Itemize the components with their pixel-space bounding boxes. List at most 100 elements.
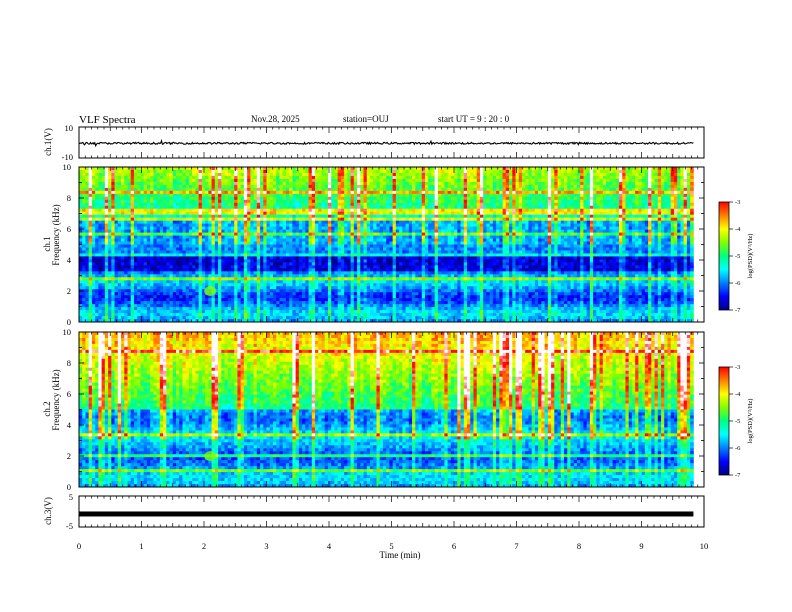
spectrogram-cell: [311, 181, 316, 186]
spectrogram-cell: [337, 289, 342, 293]
spectrogram-cell: [295, 229, 300, 233]
spectrogram-cell: [260, 214, 264, 219]
spectrogram-cell: [208, 178, 212, 183]
spectrogram-cell: [285, 214, 290, 219]
spectrogram-cell: [137, 271, 141, 275]
spectrogram-cell: [289, 226, 293, 230]
spectrogram-cell: [153, 238, 157, 242]
spectrogram-cell: [156, 223, 161, 228]
spectrogram-cell: [253, 175, 258, 180]
spectrogram-cell: [273, 307, 277, 311]
spectrogram-cell: [140, 265, 145, 269]
spectrogram-cell: [321, 319, 326, 323]
spectrogram-cell: [340, 247, 345, 251]
spectrogram-cell: [318, 268, 322, 272]
spectrogram-cell: [260, 265, 264, 269]
spectrogram-cell: [140, 181, 145, 186]
spectrogram-cell: [237, 223, 242, 228]
spectrogram-cell: [363, 286, 368, 290]
spectrogram-cell: [101, 235, 106, 239]
spectrogram-cell: [182, 202, 187, 207]
spectrogram-cell: [159, 256, 164, 260]
spectrogram-cell: [292, 310, 297, 314]
spectrogram-cell: [91, 262, 96, 266]
spectrogram-cell: [95, 175, 99, 180]
spectrogram-cell: [101, 301, 106, 305]
ch1-ytick-top: 10: [65, 123, 74, 133]
spectrogram-cell: [111, 178, 115, 183]
spectrogram-cell: [234, 169, 238, 174]
spectrogram-cell: [159, 271, 164, 275]
spectrogram-cell: [101, 316, 106, 320]
spectrogram-cell: [256, 289, 261, 293]
spectrogram-cell: [224, 196, 229, 201]
spectrogram-cell: [137, 220, 141, 225]
spectrogram-cell: [179, 181, 183, 186]
spectrogram-cell: [289, 241, 293, 245]
spectrogram-cell: [195, 316, 200, 320]
spectrogram-cell: [357, 253, 361, 257]
spectrogram-cell: [130, 226, 135, 230]
spectrogram-cell: [163, 184, 167, 189]
spectrogram-cell: [350, 181, 355, 186]
spectrogram-cell: [295, 199, 300, 204]
spectrogram-cell: [172, 172, 177, 177]
spectrogram-cell: [137, 229, 141, 233]
spectrogram-cell: [214, 193, 219, 198]
spectrogram-cell: [266, 241, 271, 245]
spectrogram-cell: [214, 169, 219, 174]
spectrogram-cell: [266, 193, 271, 198]
spectrogram-cell: [117, 286, 122, 290]
spectrogram-cell: [169, 256, 174, 260]
spectrogram-cell: [308, 316, 313, 320]
spectrogram-cell: [344, 262, 348, 266]
spectrogram-cell: [201, 175, 206, 180]
spectrogram-cell: [140, 169, 145, 174]
spectrogram-cell: [143, 187, 148, 192]
spectrogram-cell: [111, 184, 115, 189]
spectrogram-cell: [182, 205, 187, 210]
spectrogram-cell: [285, 241, 290, 245]
spectrogram-cell: [176, 250, 180, 254]
spectrogram-cell: [192, 178, 196, 183]
spectrogram-cell: [205, 268, 209, 272]
spectrogram-cell: [98, 286, 103, 290]
spectrogram-cell: [130, 253, 135, 257]
spectrogram-cell: [305, 211, 309, 216]
spectrogram-cell: [324, 316, 329, 320]
spectrogram-cell: [230, 199, 235, 204]
spectrogram-cell: [282, 313, 287, 317]
spectrogram-cell: [269, 202, 274, 207]
spectrogram-cell: [182, 283, 187, 287]
spectrogram-cell: [98, 304, 103, 308]
spectrogram-cell: [295, 241, 300, 245]
spectrogram-cell: [146, 268, 151, 272]
spectrogram-cell: [130, 211, 135, 216]
spectrogram-cell: [82, 220, 86, 225]
spectrogram-cell: [282, 181, 287, 186]
spectrogram-cell: [292, 226, 297, 230]
spectrogram-cell: [315, 220, 319, 225]
spectrogram-cell: [79, 235, 83, 239]
spectrogram-cell: [360, 253, 364, 257]
spectrogram-cell: [91, 265, 96, 269]
spectrogram-cell: [315, 256, 319, 260]
spectrogram-cell: [163, 223, 167, 228]
spectrogram-cell: [366, 304, 371, 308]
spectrogram-cell: [166, 265, 170, 269]
spectrogram-cell: [357, 229, 361, 233]
spectrogram-cell: [214, 262, 219, 266]
spectrogram-cell: [230, 289, 235, 293]
spectrogram-cell: [166, 319, 170, 323]
spectrogram-cell: [211, 316, 216, 320]
spectrogram-cell: [321, 202, 326, 207]
spectrogram-cell: [260, 196, 264, 201]
spectrogram-cell: [176, 295, 180, 299]
spectrogram-cell: [276, 232, 280, 236]
spectrogram-cell: [256, 280, 261, 284]
spectrogram-cell: [108, 208, 112, 213]
spectrogram-cell: [350, 319, 355, 323]
spectrogram-cell: [201, 280, 206, 284]
spectrogram-cell: [315, 316, 319, 320]
spectrogram-cell: [82, 169, 86, 174]
